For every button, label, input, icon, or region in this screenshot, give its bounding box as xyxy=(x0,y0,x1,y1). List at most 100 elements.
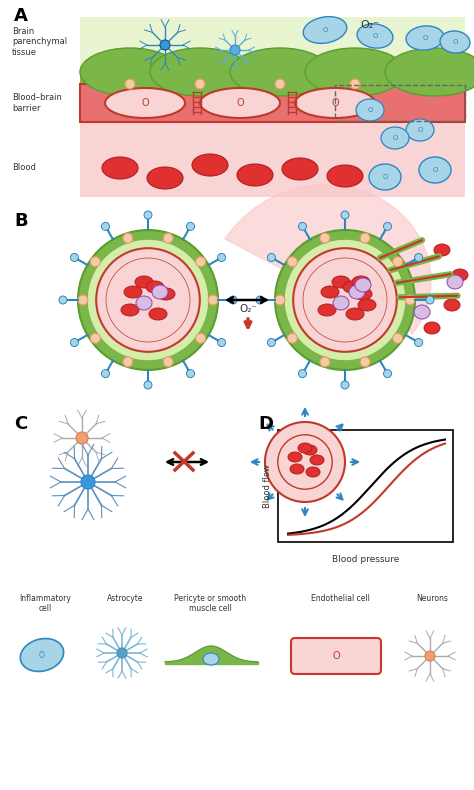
Circle shape xyxy=(218,338,226,347)
Circle shape xyxy=(59,296,67,304)
Text: O: O xyxy=(332,651,340,661)
Text: B: B xyxy=(14,212,27,230)
Text: Endothelial cell: Endothelial cell xyxy=(310,594,369,603)
Ellipse shape xyxy=(149,308,167,320)
Circle shape xyxy=(256,296,264,304)
Circle shape xyxy=(426,296,434,304)
Circle shape xyxy=(91,257,100,267)
Circle shape xyxy=(123,233,133,243)
Ellipse shape xyxy=(452,269,468,281)
FancyBboxPatch shape xyxy=(291,638,381,674)
Circle shape xyxy=(287,333,297,344)
Ellipse shape xyxy=(358,299,376,311)
Ellipse shape xyxy=(200,88,280,118)
Circle shape xyxy=(160,40,170,50)
Circle shape xyxy=(144,211,152,219)
Bar xyxy=(335,85,465,121)
Text: Astrocyte: Astrocyte xyxy=(107,594,143,603)
Polygon shape xyxy=(225,185,431,334)
Ellipse shape xyxy=(406,119,434,141)
Circle shape xyxy=(144,381,152,389)
Text: O: O xyxy=(39,650,45,660)
Text: O: O xyxy=(236,98,244,108)
Ellipse shape xyxy=(303,17,347,43)
Circle shape xyxy=(360,233,370,243)
Ellipse shape xyxy=(424,322,440,334)
Ellipse shape xyxy=(150,48,250,96)
Text: O₂⁻: O₂⁻ xyxy=(239,304,257,314)
Circle shape xyxy=(76,432,88,444)
Ellipse shape xyxy=(306,467,320,477)
Ellipse shape xyxy=(102,157,138,179)
Text: Pericyte or smooth
muscle cell: Pericyte or smooth muscle cell xyxy=(174,594,246,613)
Ellipse shape xyxy=(310,455,324,465)
Circle shape xyxy=(303,258,387,342)
Text: O: O xyxy=(141,98,149,108)
Text: Inflammatory
cell: Inflammatory cell xyxy=(19,594,71,613)
Ellipse shape xyxy=(356,99,384,121)
Circle shape xyxy=(186,370,194,378)
Circle shape xyxy=(91,333,100,344)
Text: Brain
parenchymal
tissue: Brain parenchymal tissue xyxy=(12,27,67,57)
Ellipse shape xyxy=(152,285,168,299)
Ellipse shape xyxy=(20,638,64,672)
Ellipse shape xyxy=(295,88,375,118)
Circle shape xyxy=(320,357,330,367)
Ellipse shape xyxy=(332,276,350,288)
Ellipse shape xyxy=(303,445,317,455)
Ellipse shape xyxy=(349,285,365,299)
Bar xyxy=(80,122,465,197)
Ellipse shape xyxy=(147,167,183,189)
Circle shape xyxy=(275,230,415,370)
Text: Blood: Blood xyxy=(12,164,36,172)
Circle shape xyxy=(267,338,275,347)
Circle shape xyxy=(123,357,133,367)
Ellipse shape xyxy=(305,48,405,96)
Circle shape xyxy=(415,338,423,347)
Circle shape xyxy=(392,257,403,267)
Ellipse shape xyxy=(357,24,393,48)
Ellipse shape xyxy=(447,275,463,289)
Ellipse shape xyxy=(369,164,401,190)
Circle shape xyxy=(383,223,392,231)
Circle shape xyxy=(218,254,226,261)
Ellipse shape xyxy=(440,31,470,53)
Bar xyxy=(80,72,465,84)
Circle shape xyxy=(125,79,135,89)
Text: Blood flow: Blood flow xyxy=(264,464,273,508)
Circle shape xyxy=(320,233,330,243)
Ellipse shape xyxy=(355,278,371,292)
Ellipse shape xyxy=(321,286,339,298)
Text: O: O xyxy=(372,33,378,39)
Ellipse shape xyxy=(419,157,451,183)
Circle shape xyxy=(405,295,415,305)
Circle shape xyxy=(230,45,240,55)
Text: O: O xyxy=(383,174,388,180)
Circle shape xyxy=(87,239,209,361)
Circle shape xyxy=(78,295,88,305)
Circle shape xyxy=(70,338,78,347)
Ellipse shape xyxy=(124,286,142,298)
Text: O: O xyxy=(322,27,328,33)
Bar xyxy=(80,84,465,122)
Text: O: O xyxy=(392,135,398,141)
Circle shape xyxy=(341,211,349,219)
Ellipse shape xyxy=(192,154,228,176)
Ellipse shape xyxy=(298,443,312,453)
Circle shape xyxy=(299,370,307,378)
Ellipse shape xyxy=(80,48,180,96)
Circle shape xyxy=(70,254,78,261)
Ellipse shape xyxy=(385,48,474,96)
Circle shape xyxy=(350,79,360,89)
Circle shape xyxy=(208,295,218,305)
Circle shape xyxy=(101,223,109,231)
Ellipse shape xyxy=(327,165,363,187)
Text: C: C xyxy=(14,415,27,433)
Circle shape xyxy=(78,230,218,370)
Ellipse shape xyxy=(136,296,152,310)
Ellipse shape xyxy=(105,88,185,118)
Circle shape xyxy=(360,357,370,367)
Circle shape xyxy=(106,258,190,342)
Ellipse shape xyxy=(434,244,450,256)
Circle shape xyxy=(117,648,127,658)
